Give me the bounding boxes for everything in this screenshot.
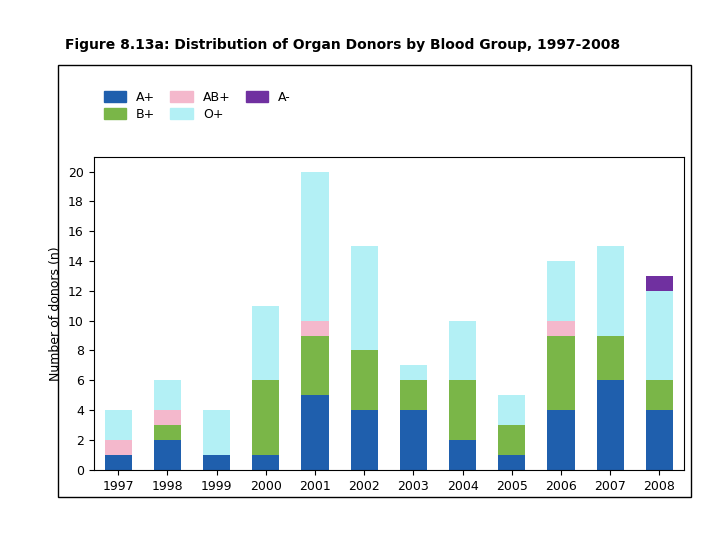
Bar [449,321,476,380]
Bar [154,410,181,425]
Bar [646,291,673,380]
Bar [351,246,378,350]
Bar [449,380,476,440]
Bar [203,410,230,455]
Text: Figure 8.13a: Distribution of Organ Donors by Blood Group, 1997-2008: Figure 8.13a: Distribution of Organ Dono… [65,38,620,52]
Bar [104,440,132,455]
Bar [597,246,624,335]
Bar [302,172,328,321]
Bar [104,455,132,470]
Bar [154,425,181,440]
Bar [449,440,476,470]
Bar [252,380,279,455]
Bar [104,410,132,440]
Bar [154,380,181,410]
Bar [547,261,575,321]
Bar [646,276,673,291]
Bar [547,335,575,410]
Bar [498,395,526,425]
Bar [302,321,328,335]
Bar [302,395,328,470]
Bar [252,306,279,380]
Bar [498,425,526,455]
Bar [252,455,279,470]
Bar [547,321,575,335]
Bar [351,410,378,470]
Bar [597,335,624,380]
Bar [646,410,673,470]
Bar [400,410,427,470]
Bar [597,380,624,470]
Bar [302,335,328,395]
Bar [154,440,181,470]
Bar [646,380,673,410]
Y-axis label: Number of donors (n): Number of donors (n) [50,246,63,381]
Legend: A+, B+, AB+, O+, A-: A+, B+, AB+, O+, A- [100,87,294,125]
Bar [400,380,427,410]
Bar [400,366,427,380]
Bar [203,455,230,470]
Bar [498,455,526,470]
Bar [547,410,575,470]
Bar [351,350,378,410]
